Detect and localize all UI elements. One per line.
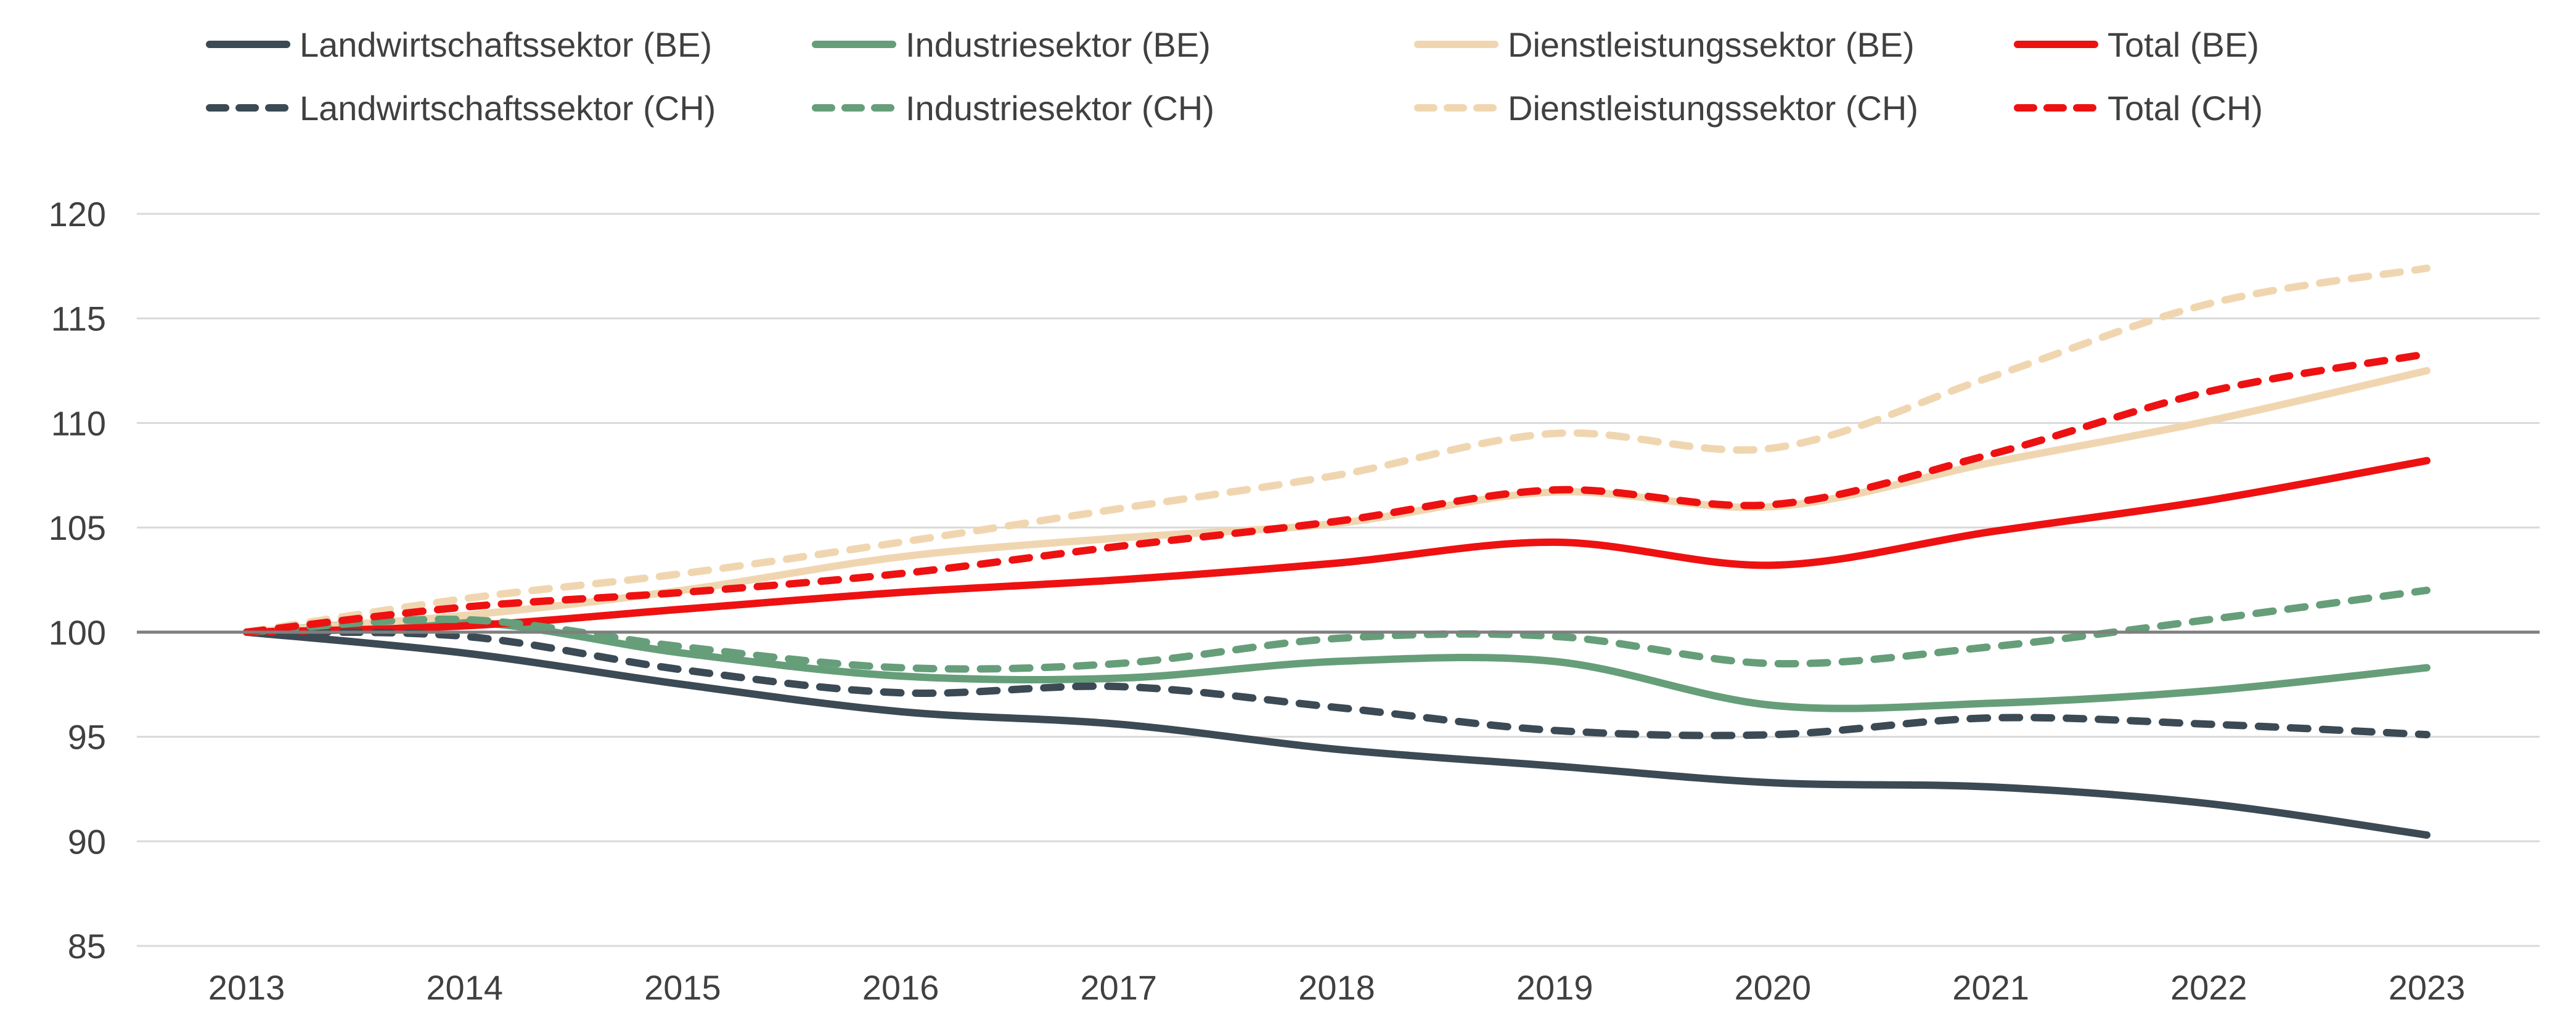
x-tick-label: 2019: [1516, 968, 1593, 1007]
series-line-industriesektor-ch: [243, 586, 2431, 673]
x-tick-label: 2017: [1081, 968, 1158, 1007]
x-tick-label: 2021: [1952, 968, 2029, 1007]
y-tick-label: 100: [49, 613, 106, 652]
series-line-dienstleistungssektor-be: [243, 367, 2431, 636]
legend-label-dienstleistungssektor-ch: Dienstleistungssektor (CH): [1508, 89, 1918, 128]
x-tick-label: 2022: [2170, 968, 2247, 1007]
gridlines: [137, 213, 2540, 947]
legend-label-landwirtschaftssektor-ch: Landwirtschaftssektor (CH): [300, 89, 716, 128]
legend: Landwirtschaftssektor (BE) Landwirtschaft…: [206, 25, 2263, 128]
series-line-landwirtschaftssektor-ch: [243, 628, 2431, 739]
y-tick-label: 110: [51, 404, 106, 442]
legend-label-total-be: Total (BE): [2108, 25, 2259, 64]
series-line-dienstleistungssektor-ch: [243, 264, 2431, 636]
x-tick-label: 2018: [1298, 968, 1375, 1007]
y-tick-label: 90: [68, 822, 106, 861]
y-axis: 85 90 95 100 105 110 115 120: [49, 195, 106, 966]
y-tick-label: 115: [51, 299, 106, 338]
legend-label-dienstleistungssektor-be: Dienstleistungssektor (BE): [1508, 25, 1915, 64]
series-line-total-ch: [243, 350, 2431, 636]
y-tick-label: 85: [68, 927, 106, 966]
x-tick-label: 2014: [426, 968, 503, 1007]
x-tick-label: 2023: [2389, 968, 2466, 1007]
x-tick-label: 2020: [1735, 968, 1812, 1007]
y-tick-label: 105: [49, 508, 106, 547]
y-tick-label: 120: [49, 195, 106, 234]
legend-label-industriesektor-ch: Industriesektor (CH): [906, 89, 1214, 128]
series-line-total-be: [243, 457, 2431, 636]
y-tick-label: 95: [68, 718, 106, 757]
series-line-industriesektor-be: [243, 617, 2431, 712]
series-lines: [137, 264, 2540, 839]
legend-label-industriesektor-be: Industriesektor (BE): [906, 25, 1211, 64]
x-tick-label: 2016: [862, 968, 939, 1007]
x-axis: 2013 2014 2015 2016 2017 2018 2019 2020 2021 2022…: [208, 968, 2466, 1007]
legend-label-total-ch: Total (CH): [2108, 89, 2263, 128]
x-tick-label: 2015: [644, 968, 721, 1007]
x-tick-label: 2013: [208, 968, 285, 1007]
series-line-landwirtschaftssektor-be: [243, 628, 2431, 839]
legend-label-landwirtschaftssektor-be: Landwirtschaftssektor (BE): [300, 25, 712, 64]
